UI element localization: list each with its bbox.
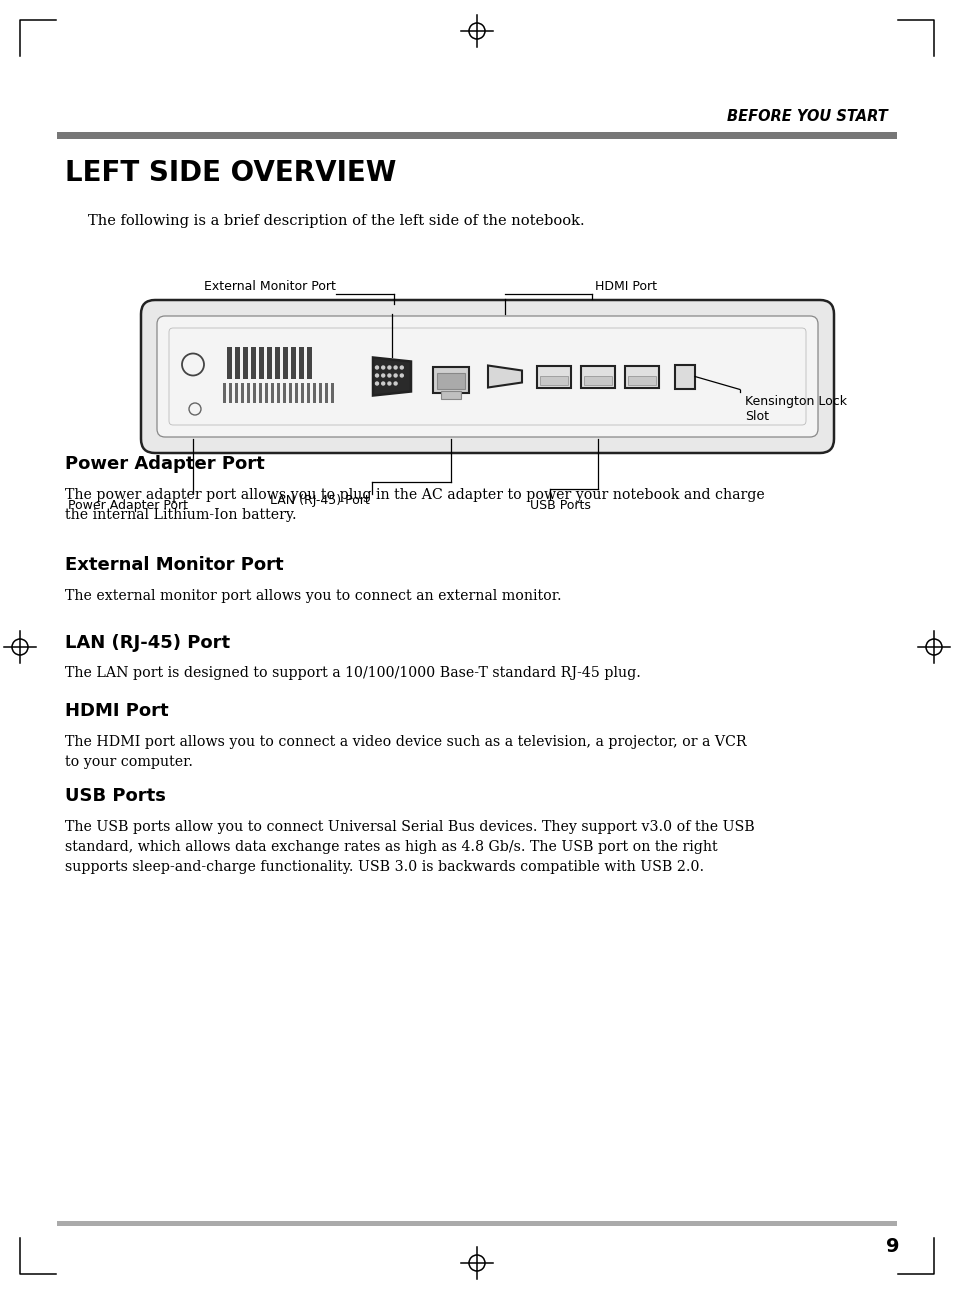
Text: The following is a brief description of the left side of the notebook.: The following is a brief description of … bbox=[88, 214, 584, 228]
Circle shape bbox=[388, 374, 391, 377]
Circle shape bbox=[381, 374, 384, 377]
Text: External Monitor Port: External Monitor Port bbox=[204, 280, 335, 292]
Bar bbox=[436, 373, 464, 388]
Circle shape bbox=[400, 374, 403, 377]
FancyBboxPatch shape bbox=[157, 316, 817, 437]
FancyBboxPatch shape bbox=[141, 300, 833, 453]
Text: USB Ports: USB Ports bbox=[65, 787, 166, 805]
Bar bbox=[627, 375, 656, 384]
Circle shape bbox=[375, 366, 378, 369]
Bar bbox=[313, 383, 316, 402]
Text: The USB ports allow you to connect Universal Serial Bus devices. They support v3: The USB ports allow you to connect Unive… bbox=[65, 820, 754, 875]
Text: LAN (RJ-45) Port: LAN (RJ-45) Port bbox=[65, 634, 230, 652]
Circle shape bbox=[400, 366, 403, 369]
Text: Kensington Lock
Slot: Kensington Lock Slot bbox=[744, 395, 846, 423]
Bar bbox=[234, 383, 238, 402]
Bar bbox=[307, 347, 312, 379]
Bar bbox=[276, 383, 280, 402]
Circle shape bbox=[381, 382, 384, 386]
Bar bbox=[318, 383, 322, 402]
Bar bbox=[580, 365, 615, 387]
Text: Power Adapter Port: Power Adapter Port bbox=[68, 499, 188, 512]
Bar bbox=[291, 347, 295, 379]
Bar bbox=[539, 375, 567, 384]
Circle shape bbox=[375, 374, 378, 377]
Text: HDMI Port: HDMI Port bbox=[65, 703, 169, 719]
Bar bbox=[57, 1222, 896, 1225]
Bar bbox=[243, 347, 248, 379]
Bar bbox=[433, 366, 469, 392]
Bar bbox=[298, 347, 304, 379]
Polygon shape bbox=[488, 365, 521, 387]
Bar bbox=[283, 383, 286, 402]
Bar bbox=[229, 383, 233, 402]
Bar bbox=[301, 383, 304, 402]
Bar bbox=[583, 375, 612, 384]
Bar bbox=[234, 347, 240, 379]
Text: 9: 9 bbox=[885, 1237, 899, 1255]
Bar bbox=[258, 347, 264, 379]
Text: External Monitor Port: External Monitor Port bbox=[65, 556, 283, 575]
Text: USB Ports: USB Ports bbox=[530, 499, 590, 512]
Bar bbox=[537, 365, 571, 387]
Bar bbox=[325, 383, 328, 402]
Bar bbox=[223, 383, 226, 402]
Circle shape bbox=[388, 382, 391, 386]
Bar bbox=[624, 365, 659, 387]
Text: The LAN port is designed to support a 10/100/1000 Base-T standard RJ-45 plug.: The LAN port is designed to support a 10… bbox=[65, 666, 640, 681]
Bar bbox=[247, 383, 251, 402]
Text: The external monitor port allows you to connect an external monitor.: The external monitor port allows you to … bbox=[65, 589, 561, 603]
Polygon shape bbox=[373, 357, 411, 396]
Bar bbox=[289, 383, 293, 402]
Bar bbox=[241, 383, 244, 402]
Bar bbox=[440, 391, 460, 399]
Bar bbox=[251, 347, 255, 379]
Bar bbox=[267, 347, 272, 379]
Bar bbox=[331, 383, 335, 402]
Circle shape bbox=[381, 366, 384, 369]
Text: BEFORE YOU START: BEFORE YOU START bbox=[726, 109, 887, 124]
Text: LAN (RJ-45) Port: LAN (RJ-45) Port bbox=[270, 494, 370, 507]
Text: Power Adapter Port: Power Adapter Port bbox=[65, 455, 265, 474]
Bar bbox=[294, 383, 298, 402]
Text: HDMI Port: HDMI Port bbox=[595, 280, 657, 292]
Bar bbox=[283, 347, 288, 379]
Circle shape bbox=[394, 374, 396, 377]
Circle shape bbox=[375, 382, 378, 386]
Text: The HDMI port allows you to connect a video device such as a television, a proje: The HDMI port allows you to connect a vi… bbox=[65, 735, 746, 769]
Bar bbox=[253, 383, 256, 402]
Bar bbox=[227, 347, 232, 379]
Bar bbox=[258, 383, 262, 402]
Bar bbox=[675, 365, 695, 388]
Bar bbox=[274, 347, 280, 379]
Bar bbox=[307, 383, 310, 402]
Circle shape bbox=[388, 366, 391, 369]
Text: LEFT SIDE OVERVIEW: LEFT SIDE OVERVIEW bbox=[65, 159, 395, 188]
Bar bbox=[265, 383, 268, 402]
Circle shape bbox=[394, 366, 396, 369]
Bar bbox=[57, 132, 896, 138]
Text: The power adapter port allows you to plug in the AC adapter to power your notebo: The power adapter port allows you to plu… bbox=[65, 488, 764, 521]
Circle shape bbox=[394, 382, 396, 386]
Bar bbox=[271, 383, 274, 402]
